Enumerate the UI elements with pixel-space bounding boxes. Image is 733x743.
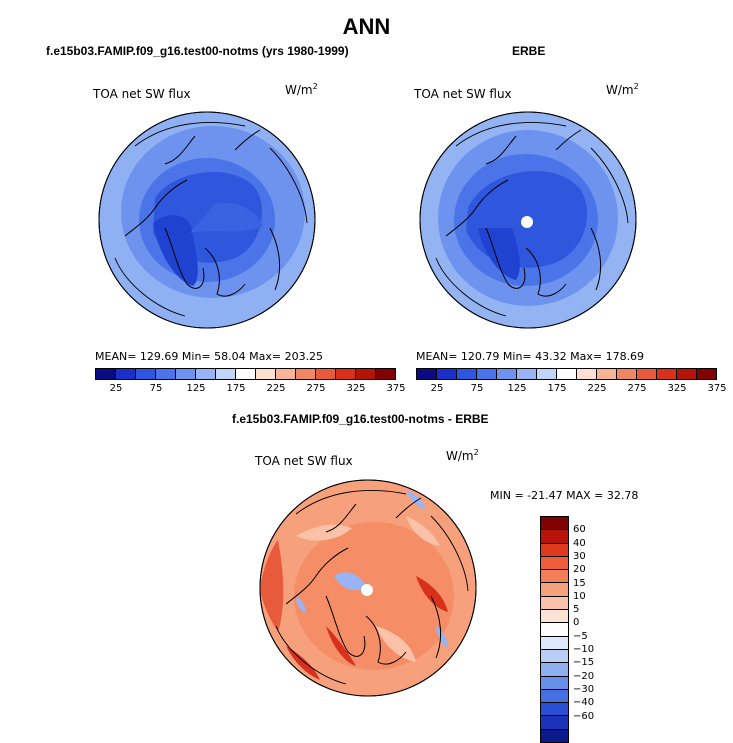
colorbar-swatch — [656, 368, 677, 380]
panel3-variable-label: TOA net SW flux — [255, 454, 353, 468]
colorbar-swatch — [215, 368, 236, 380]
colorbar-swatch — [295, 368, 316, 380]
panel2-polar-map — [419, 111, 637, 329]
colorbar-swatch — [255, 368, 276, 380]
colorbar-label: 75 — [470, 383, 484, 394]
panel2-title: ERBE — [512, 44, 546, 58]
colorbar-swatch — [540, 622, 569, 637]
panel2-colorbar — [416, 368, 717, 380]
colorbar-swatch — [476, 368, 497, 380]
panel1-variable-label: TOA net SW flux — [93, 87, 191, 101]
colorbar-swatch — [355, 368, 376, 380]
panel3-title: f.e15b03.FAMIP.f09_g16.test00-notms - ER… — [232, 412, 489, 426]
colorbar-label: 225 — [587, 383, 607, 394]
panel1-units: W/m2 — [285, 82, 318, 97]
colorbar-swatch — [235, 368, 256, 380]
colorbar-label: 325 — [346, 383, 366, 394]
colorbar-swatch — [556, 368, 577, 380]
colorbar-swatch — [540, 516, 569, 531]
colorbar-swatch — [540, 715, 569, 730]
colorbar-label: 60 — [573, 524, 586, 536]
colorbar-swatch — [616, 368, 637, 380]
panel1-title: f.e15b03.FAMIP.f09_g16.test00-notms (yrs… — [46, 44, 349, 58]
colorbar-label: 125 — [186, 383, 206, 394]
colorbar-swatch — [195, 368, 216, 380]
colorbar-label: 20 — [573, 564, 586, 576]
colorbar-label: −10 — [573, 644, 595, 655]
colorbar-swatch — [540, 582, 569, 597]
colorbar-swatch — [696, 368, 717, 380]
colorbar-swatch — [416, 368, 437, 380]
colorbar-label: 325 — [667, 383, 687, 394]
colorbar-label: 275 — [306, 383, 326, 394]
panel1-polar-map — [98, 111, 316, 329]
colorbar-label: 25 — [109, 383, 123, 394]
main-title: ANN — [342, 14, 391, 39]
colorbar-swatch — [540, 675, 569, 690]
colorbar-swatch — [155, 368, 176, 380]
colorbar-swatch — [540, 635, 569, 650]
colorbar-label: −5 — [573, 630, 588, 642]
colorbar-swatch — [115, 368, 136, 380]
colorbar-swatch — [436, 368, 457, 380]
colorbar-swatch — [540, 702, 569, 717]
panel3-colorbar — [540, 516, 569, 743]
colorbar-label: 30 — [573, 550, 586, 562]
panel2-units: W/m2 — [606, 82, 639, 97]
colorbar-swatch — [175, 368, 196, 380]
panel3-polar-map — [259, 479, 477, 697]
colorbar-label: 375 — [707, 383, 727, 394]
colorbar-swatch — [540, 609, 569, 624]
colorbar-swatch — [315, 368, 336, 380]
colorbar-label: 175 — [226, 383, 246, 394]
colorbar-swatch — [456, 368, 477, 380]
colorbar-label: 10 — [573, 590, 586, 602]
panel1-colorbar — [95, 368, 396, 380]
colorbar-swatch — [496, 368, 517, 380]
colorbar-label: 125 — [507, 383, 527, 394]
colorbar-label: −15 — [573, 657, 595, 669]
colorbar-swatch — [375, 368, 396, 380]
colorbar-swatch — [540, 595, 569, 611]
colorbar-swatch — [540, 555, 569, 571]
colorbar-swatch — [540, 662, 569, 677]
colorbar-swatch — [540, 648, 569, 664]
colorbar-swatch — [540, 688, 569, 704]
colorbar-swatch — [95, 368, 116, 380]
colorbar-label: 175 — [547, 383, 567, 394]
colorbar-label: 5 — [573, 604, 580, 616]
panel2-variable-label: TOA net SW flux — [414, 87, 512, 101]
colorbar-label: 0 — [573, 617, 580, 629]
colorbar-swatch — [676, 368, 697, 380]
panel3-units: W/m2 — [446, 448, 479, 463]
colorbar-swatch — [275, 368, 296, 380]
colorbar-swatch — [335, 368, 356, 380]
colorbar-label: 40 — [573, 537, 586, 549]
colorbar-label: −60 — [573, 710, 595, 722]
colorbar-swatch — [576, 368, 597, 380]
colorbar-swatch — [135, 368, 156, 380]
colorbar-swatch — [636, 368, 657, 380]
colorbar-swatch — [596, 368, 617, 380]
colorbar-swatch — [540, 569, 569, 584]
colorbar-label: 25 — [430, 383, 444, 394]
panel2-stats: MEAN= 120.79 Min= 43.32 Max= 178.69 — [416, 350, 645, 363]
colorbar-label: 75 — [149, 383, 163, 394]
colorbar-label: −20 — [573, 670, 595, 682]
colorbar-swatch — [540, 542, 569, 557]
colorbar-label: −30 — [573, 683, 595, 695]
colorbar-swatch — [540, 529, 569, 544]
colorbar-label: 15 — [573, 577, 586, 589]
colorbar-label: 375 — [386, 383, 406, 394]
colorbar-swatch — [540, 728, 569, 743]
panel3-stats: MIN = -21.47 MAX = 32.78 — [490, 489, 639, 502]
colorbar-label: 225 — [266, 383, 286, 394]
colorbar-label: −40 — [573, 697, 595, 709]
colorbar-label: 275 — [627, 383, 647, 394]
colorbar-swatch — [516, 368, 537, 380]
colorbar-swatch — [536, 368, 557, 380]
panel1-stats: MEAN= 129.69 Min= 58.04 Max= 203.25 — [95, 350, 324, 363]
